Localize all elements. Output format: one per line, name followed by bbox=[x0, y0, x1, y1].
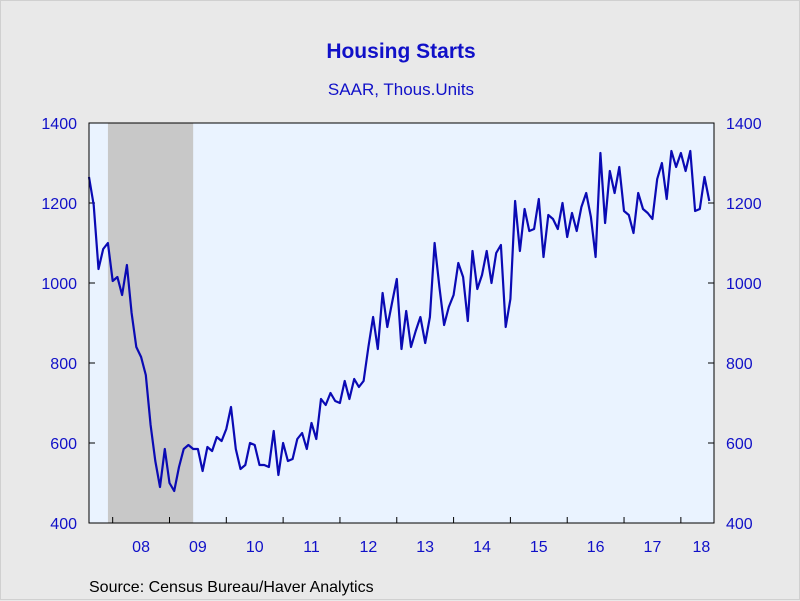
y-tick-label-right-600: 600 bbox=[726, 436, 753, 453]
x-tick-label-13: 13 bbox=[416, 539, 434, 556]
x-tick-label-14: 14 bbox=[473, 539, 491, 556]
right-axis: 400 600 800 1000 1200 1400 bbox=[708, 116, 762, 533]
recession-shading bbox=[107, 123, 194, 523]
y-tick-label-left-1400: 1400 bbox=[41, 116, 77, 133]
x-tick-label-17: 17 bbox=[644, 539, 662, 556]
plot-border bbox=[88, 122, 715, 524]
y-tick-label-left-1000: 1000 bbox=[41, 276, 77, 293]
source-note: Source: Census Bureau/Haver Analytics bbox=[89, 579, 374, 596]
left-axis: 400 600 800 1000 1200 1400 bbox=[41, 116, 95, 533]
chart-subtitle: SAAR, Thous.Units bbox=[327, 80, 475, 99]
y-tick-label-left-600: 600 bbox=[50, 436, 77, 453]
x-tick-label-18: 18 bbox=[693, 539, 711, 556]
x-tick-label-10: 10 bbox=[246, 539, 264, 556]
y-tick-label-right-1400: 1400 bbox=[726, 116, 762, 133]
y-tick-label-right-800: 800 bbox=[726, 356, 753, 373]
y-tick-label-right-1200: 1200 bbox=[726, 196, 762, 213]
x-tick-label-12: 12 bbox=[359, 539, 377, 556]
series-line-housing-starts bbox=[87, 149, 711, 493]
x-tick-label-08: 08 bbox=[132, 539, 150, 556]
x-tick-label-11: 11 bbox=[303, 539, 320, 556]
y-tick-label-left-1200: 1200 bbox=[41, 196, 77, 213]
x-tick-label-15: 15 bbox=[530, 539, 548, 556]
y-tick-label-right-1000: 1000 bbox=[726, 276, 762, 293]
y-tick-label-right-400: 400 bbox=[726, 516, 753, 533]
plot-area bbox=[88, 122, 715, 524]
x-tick-label-09: 09 bbox=[189, 539, 207, 556]
chart-title: Housing Starts bbox=[326, 40, 476, 63]
y-tick-label-left-400: 400 bbox=[50, 516, 77, 533]
x-axis: 08 09 10 11 12 13 14 15 16 17 18 bbox=[112, 517, 711, 556]
x-tick-label-16: 16 bbox=[587, 539, 605, 556]
y-tick-label-left-800: 800 bbox=[50, 356, 77, 373]
